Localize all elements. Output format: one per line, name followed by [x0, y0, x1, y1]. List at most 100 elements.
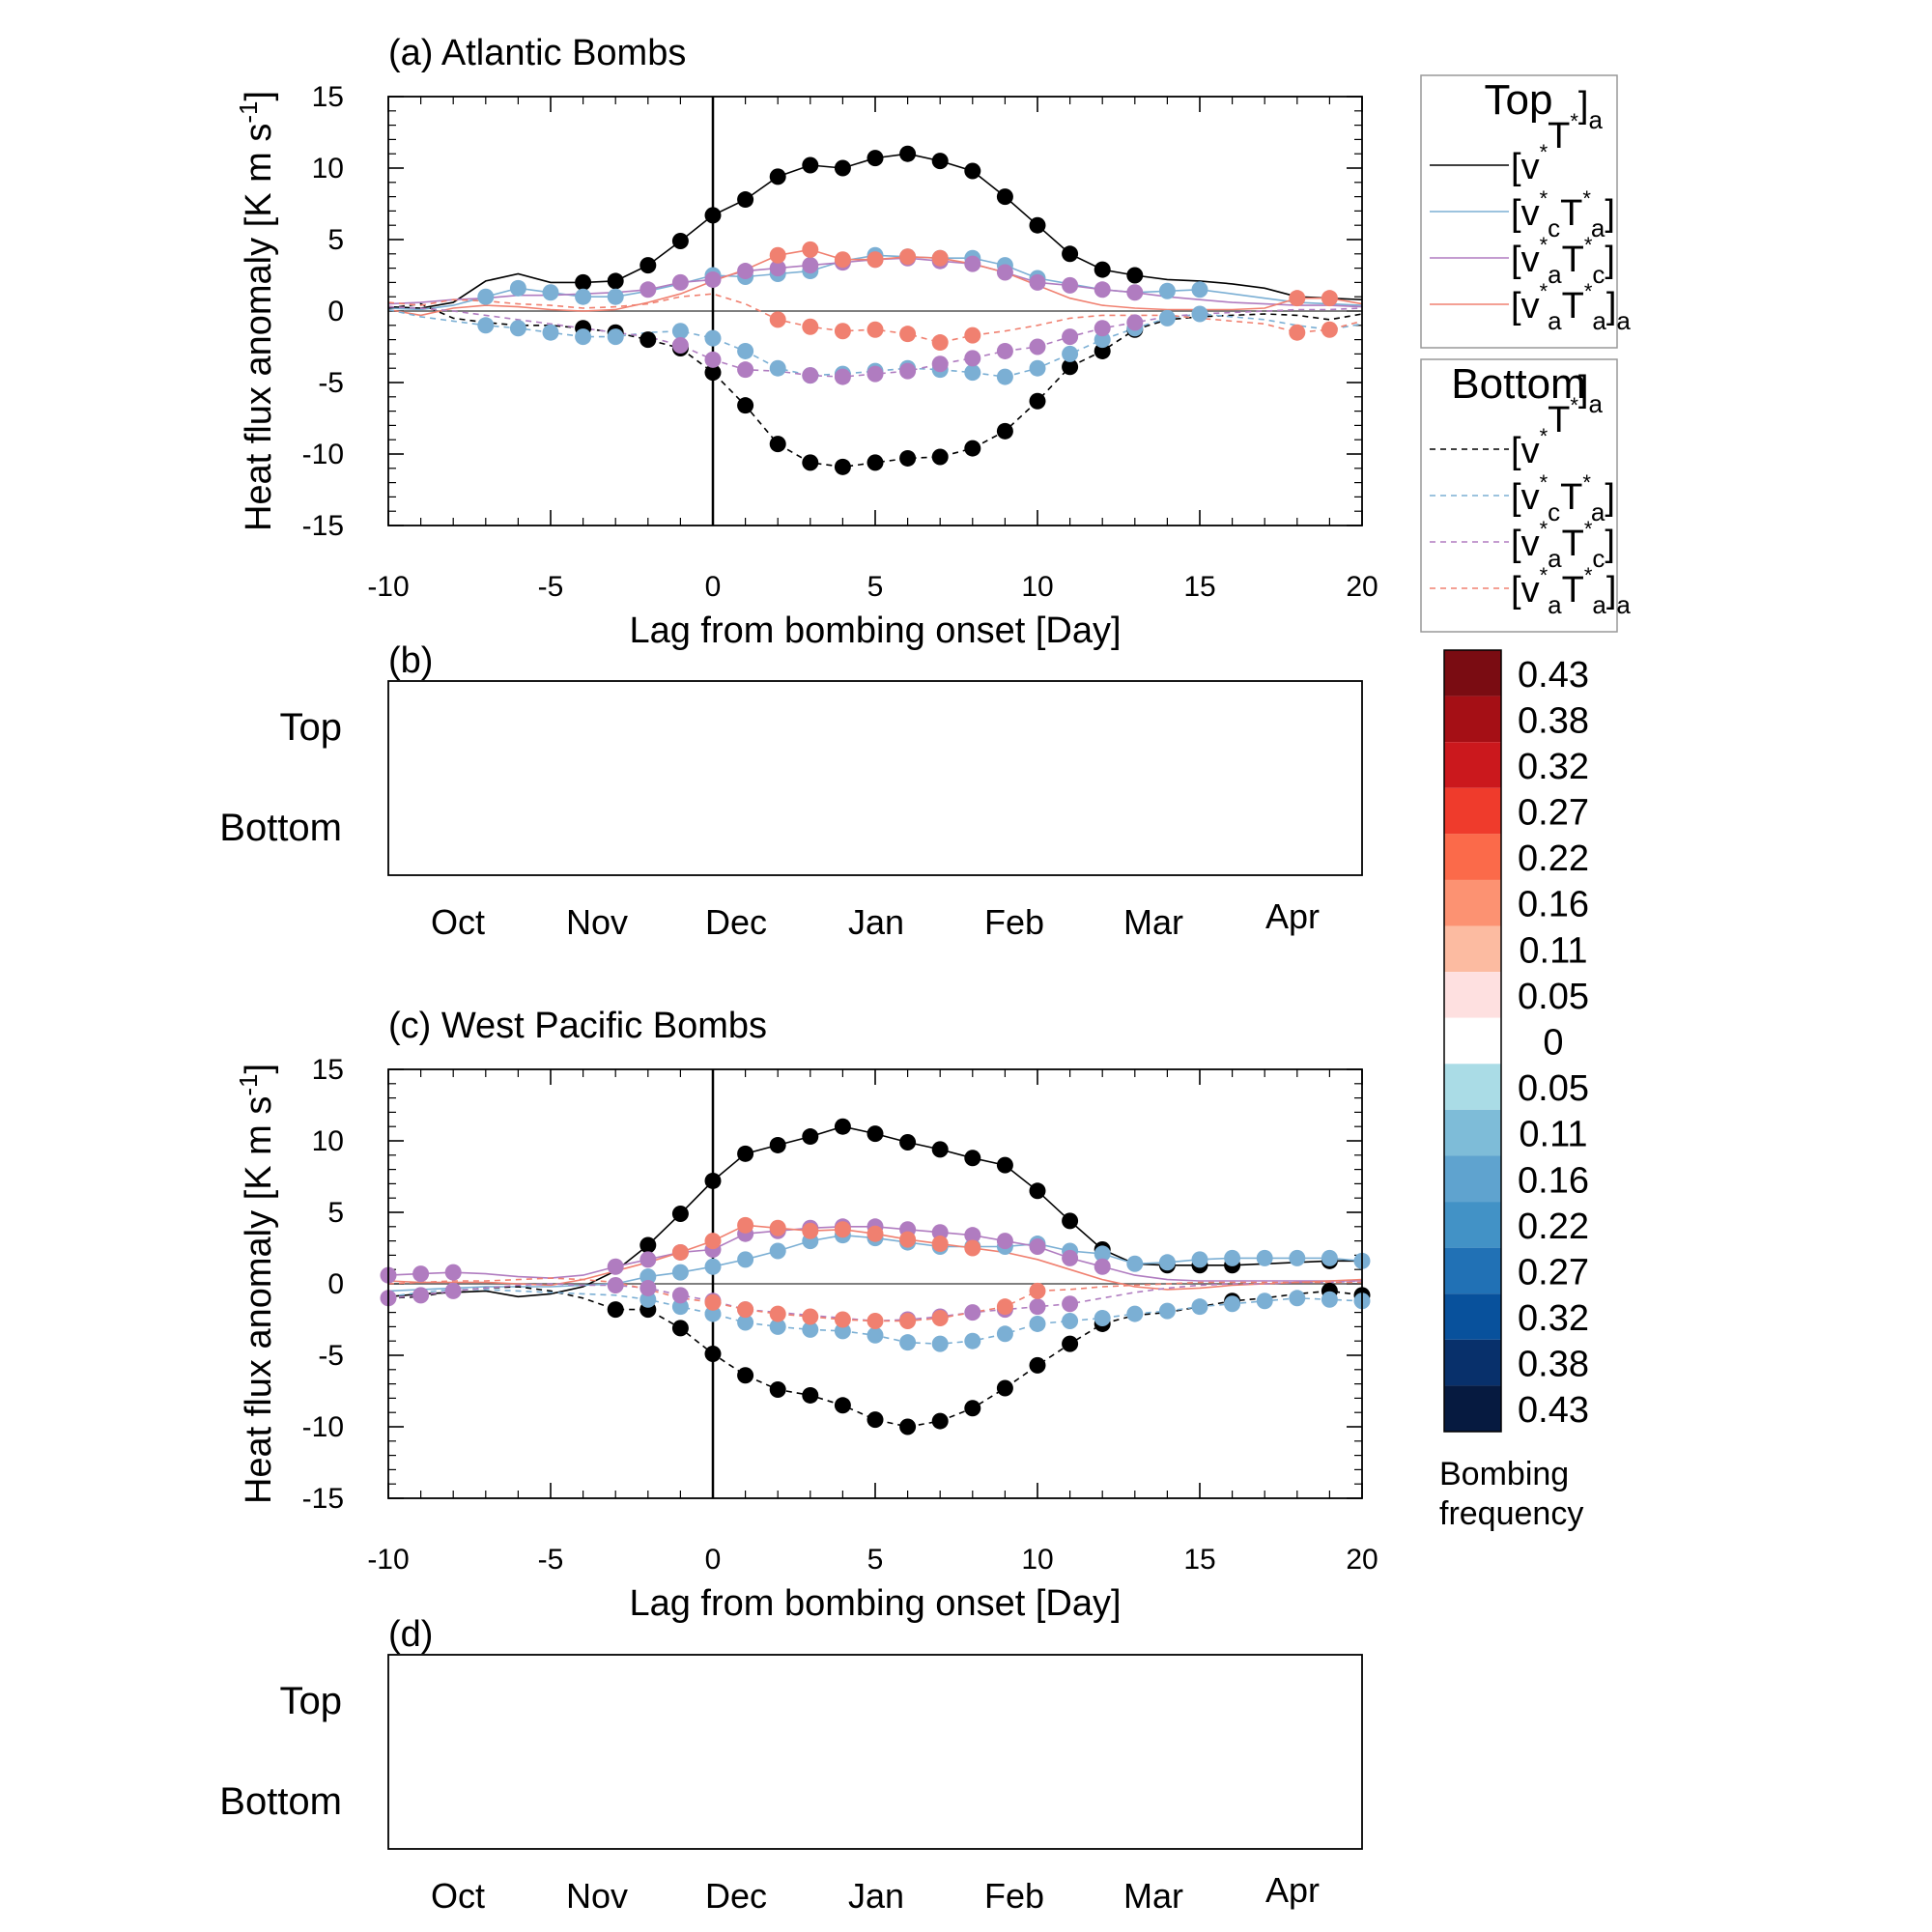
data-point-top_vaTa — [769, 1219, 786, 1236]
legend-label-part: c — [1548, 213, 1560, 242]
data-point-top_vcTa — [1289, 1249, 1306, 1266]
legend-label-part: a — [1616, 306, 1631, 335]
y-axis-label-end: ] — [239, 1064, 279, 1074]
legend-label-part: ] — [1605, 477, 1615, 518]
data-point-bot_vT — [964, 1400, 981, 1417]
colorbar-label: 0.32 — [1518, 747, 1589, 787]
month-label: Feb — [984, 1876, 1044, 1916]
legend-label-part: T — [1562, 286, 1584, 327]
legend-label-part: [ — [1511, 524, 1521, 564]
legend-label-part: T — [1548, 400, 1570, 440]
panel-title: (a) Atlantic Bombs — [388, 33, 686, 73]
colorbar-label: 0.11 — [1519, 930, 1587, 971]
data-point-top_vaTc — [1094, 1258, 1111, 1275]
colorbar-swatch — [1444, 1017, 1501, 1065]
x-tick-label: -10 — [367, 571, 409, 603]
legend-label-part: [ — [1511, 240, 1521, 280]
data-point-top_vaTc — [996, 264, 1013, 281]
data-point-bot_vaTa — [1289, 324, 1306, 341]
legend-label-top_vT: [v*T*]a — [1511, 85, 1603, 187]
series-line-bot_vT — [387, 1286, 1363, 1428]
colorbar-swatch — [1444, 925, 1501, 973]
colorbar-label: 0 — [1543, 1023, 1563, 1064]
data-point-top_vaTc — [964, 255, 981, 272]
data-point-top_vaTa — [931, 249, 949, 267]
y-axis-label-end: ] — [239, 91, 279, 101]
data-point-bot_vT — [1029, 392, 1046, 410]
data-point-bot_vT — [931, 448, 949, 466]
legend-label-part: a — [1548, 544, 1562, 573]
legend-label-part: ] — [1578, 85, 1589, 126]
colorbar-label: 0.22 — [1518, 1207, 1589, 1247]
colorbar-swatch — [1444, 787, 1501, 835]
data-point-top_vaTa — [899, 248, 917, 266]
data-point-bot_vaTa — [899, 1312, 917, 1329]
data-point-top_vT — [996, 188, 1013, 206]
data-point-bot_vcTa — [1158, 309, 1176, 327]
panel-c-west-pacific: -10 -5 0 5 10 15 20 15 10 5 0 -5 -10 -15 (c) West Paci… — [234, 1006, 1378, 1624]
data-point-top_vcTa — [1191, 281, 1208, 298]
legend-label-part: a — [1592, 306, 1606, 335]
legend-label-part: [ — [1511, 286, 1521, 327]
data-point-bot_vT — [1062, 358, 1079, 376]
x-tick-label: -5 — [538, 1544, 564, 1576]
data-point-bot_vT — [769, 1381, 786, 1399]
legend-label-part: a — [1588, 105, 1603, 134]
data-point-top_vaTc — [412, 1265, 430, 1283]
data-point-top_vT — [867, 150, 884, 167]
legend-label-part: T — [1560, 193, 1582, 234]
series-line-top_vT — [387, 1125, 1362, 1298]
colorbar-swatch — [1444, 1339, 1501, 1386]
data-point-top_vT — [802, 156, 819, 174]
panel-a-atlantic: -10 -5 0 5 10 15 20 15 10 5 0 -5 -10 -15 (a) Atlantic … — [234, 33, 1378, 651]
data-point-top_vcTa — [607, 288, 624, 305]
data-point-bot_vcTa — [1062, 345, 1079, 362]
data-point-top_vT — [931, 1141, 949, 1158]
data-point-bot_vaTc — [1062, 1295, 1079, 1313]
month-label: Mar — [1123, 902, 1183, 942]
data-point-bot_vT — [996, 1379, 1013, 1397]
legend-label-part: ] — [1605, 240, 1615, 280]
colorbar-swatch — [1444, 834, 1501, 880]
data-point-bot_vT — [834, 458, 851, 475]
data-point-top_vaTc — [639, 1251, 657, 1268]
data-point-bot_vcTa — [671, 323, 689, 340]
data-point-top_vcTa — [575, 288, 592, 305]
data-point-top_vaTc — [964, 1227, 981, 1244]
legend-label-part: c — [1592, 544, 1605, 573]
month-label: Apr — [1265, 1870, 1320, 1910]
legend-label-part: a — [1592, 590, 1606, 619]
data-point-bot_vcTa — [1224, 1295, 1241, 1313]
data-point-top_vT — [1126, 267, 1144, 284]
data-point-top_vT — [931, 153, 949, 170]
legend-label-part: * — [1540, 186, 1548, 211]
data-point-bot_vcTa — [1094, 1310, 1111, 1327]
data-point-bot_vcTa — [1289, 1290, 1306, 1307]
data-point-bot_vT — [834, 1397, 851, 1414]
data-point-bot_vaTc — [671, 1287, 689, 1304]
y-axis-label: Heat flux anomaly [K m s-1] — [234, 1064, 279, 1504]
colorbar-title: Bombing — [1439, 1456, 1569, 1492]
legend-label-part: * — [1582, 186, 1591, 211]
data-point-bot_vaTc — [1029, 338, 1046, 355]
frequency-frame — [387, 680, 1363, 876]
data-point-bot_vcTa — [1191, 305, 1208, 323]
data-point-top_vT — [769, 1136, 786, 1153]
data-point-bot_vT — [964, 440, 981, 457]
data-point-top_vaTa — [1289, 290, 1306, 307]
y-tick-label: -5 — [318, 1340, 344, 1372]
data-point-top_vaTc — [769, 260, 786, 277]
data-point-bot_vaTc — [931, 355, 949, 373]
legend-bottom: Bottom[v*T*]a[v*cT*a][v*aT*c][v*aT*a]a — [1420, 358, 1631, 633]
data-point-top_vaTc — [1029, 273, 1046, 291]
data-point-bot_vaTc — [412, 1287, 430, 1304]
legend-label-part: c — [1592, 260, 1605, 289]
data-point-top_vcTa — [1191, 1251, 1208, 1268]
data-point-top_vcTa — [1321, 1249, 1338, 1266]
legend-label-part: a — [1548, 590, 1562, 619]
colorbar-swatch — [1444, 1385, 1501, 1432]
data-point-top_vT — [704, 1172, 722, 1189]
data-point-bot_vaTc — [607, 1276, 624, 1293]
legend-label-part: v — [1521, 431, 1540, 471]
data-point-top_vaTc — [671, 273, 689, 291]
